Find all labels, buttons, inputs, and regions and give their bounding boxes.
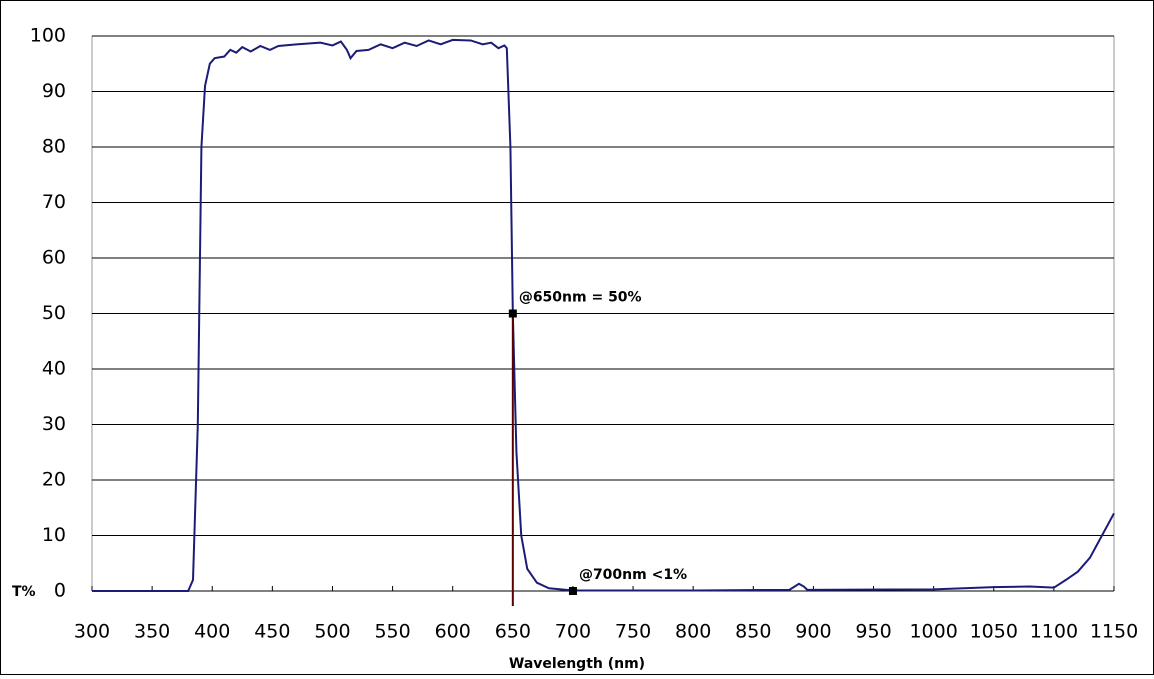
- x-tick-label: 650: [495, 621, 531, 643]
- x-tick-label: 1100: [1030, 621, 1078, 643]
- y-tick-label: 30: [42, 413, 66, 435]
- x-tick-label: 300: [74, 621, 110, 643]
- x-axis-label: Wavelength (nm): [509, 656, 645, 672]
- y-tick-label: 80: [42, 136, 66, 158]
- x-tick-label: 1150: [1090, 621, 1138, 643]
- annotation-text: @700nm <1%: [579, 567, 687, 583]
- y-tick-label: 10: [42, 524, 66, 546]
- y-tick-label: 0: [54, 580, 66, 602]
- y-tick-label: 40: [42, 358, 66, 380]
- x-tick-label: 550: [374, 621, 410, 643]
- x-tick-label: 450: [254, 621, 290, 643]
- x-tick-label: 350: [134, 621, 170, 643]
- series-line: [92, 38, 1115, 592]
- x-tick-label: 500: [314, 621, 350, 643]
- x-tick-label: 600: [435, 621, 471, 643]
- annotation-marker: [568, 587, 577, 595]
- y-tick-label: 60: [42, 247, 66, 269]
- annotation-marker: [508, 309, 517, 318]
- x-tick-label: 750: [615, 621, 651, 643]
- x-tick-label: 950: [855, 621, 891, 643]
- y-tick-label: 50: [42, 302, 66, 324]
- x-tick-label: 1050: [970, 621, 1018, 643]
- y-tick-label: 90: [42, 80, 66, 102]
- x-tick-label: 700: [555, 621, 591, 643]
- x-tick-label: 900: [795, 621, 831, 643]
- x-tick-label: 1000: [909, 621, 957, 643]
- y-tick-label: 100: [30, 25, 66, 47]
- y-axis-label: T%: [12, 584, 36, 600]
- x-tick-label: 400: [194, 621, 230, 643]
- annotation-text: @650nm = 50%: [519, 290, 642, 306]
- x-tick-label: 850: [735, 621, 771, 643]
- y-tick-label: 20: [42, 469, 66, 491]
- x-tick-label: 800: [675, 621, 711, 643]
- y-tick-label: 70: [42, 191, 66, 213]
